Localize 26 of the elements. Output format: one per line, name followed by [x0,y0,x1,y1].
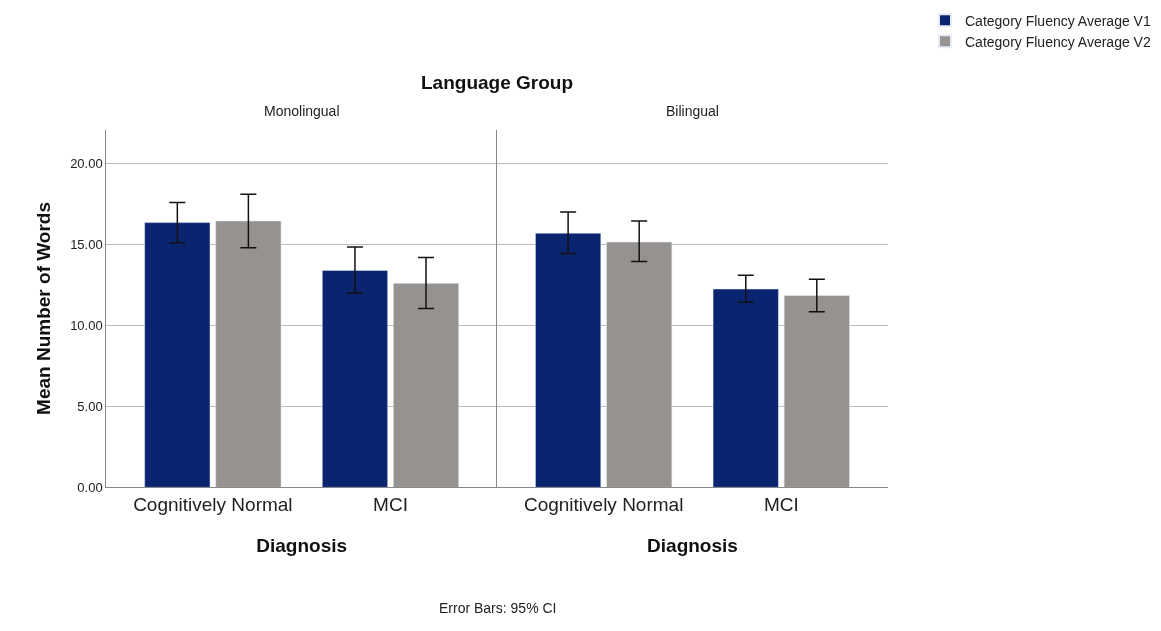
text: Error Bars: 95% CI [439,600,557,616]
bar [535,232,602,488]
y-tick-label: 10.00 [70,317,103,333]
bar [144,222,211,488]
x-tick-label: MCI [763,494,799,516]
y-tick-label: 0.00 [77,479,103,495]
chart-title: Monolingual [264,103,340,119]
bar [783,295,850,488]
chart-title: Bilingual [666,103,719,119]
y-tick-label: 15.00 [70,237,103,253]
bar [215,220,282,488]
y-tick-label: 20.00 [70,156,103,172]
x-tick-label: Cognitively Normal [133,494,293,516]
bar [712,288,779,488]
x-tick-label: MCI [373,494,408,516]
text: Language Group [421,72,573,93]
bar [322,270,388,488]
x-tick-label: Cognitively Normal [523,494,684,516]
legend-label: Category Fluency Average V1 [965,12,1151,29]
bar [606,241,673,488]
x-axis-title: Diagnosis [256,534,348,556]
bar [393,283,459,488]
y-axis-title: Mean Number of Words [32,201,54,415]
legend-label: Category Fluency Average V2 [965,33,1151,50]
x-axis-title: Diagnosis [647,534,738,556]
y-tick-label: 5.00 [77,398,103,414]
